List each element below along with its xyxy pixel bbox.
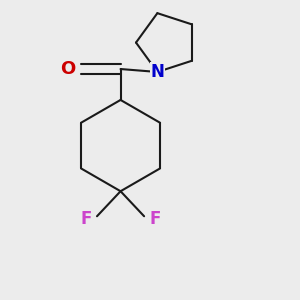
Text: O: O <box>60 60 76 78</box>
Text: N: N <box>150 63 164 81</box>
Text: F: F <box>149 210 161 228</box>
Text: F: F <box>80 210 92 228</box>
